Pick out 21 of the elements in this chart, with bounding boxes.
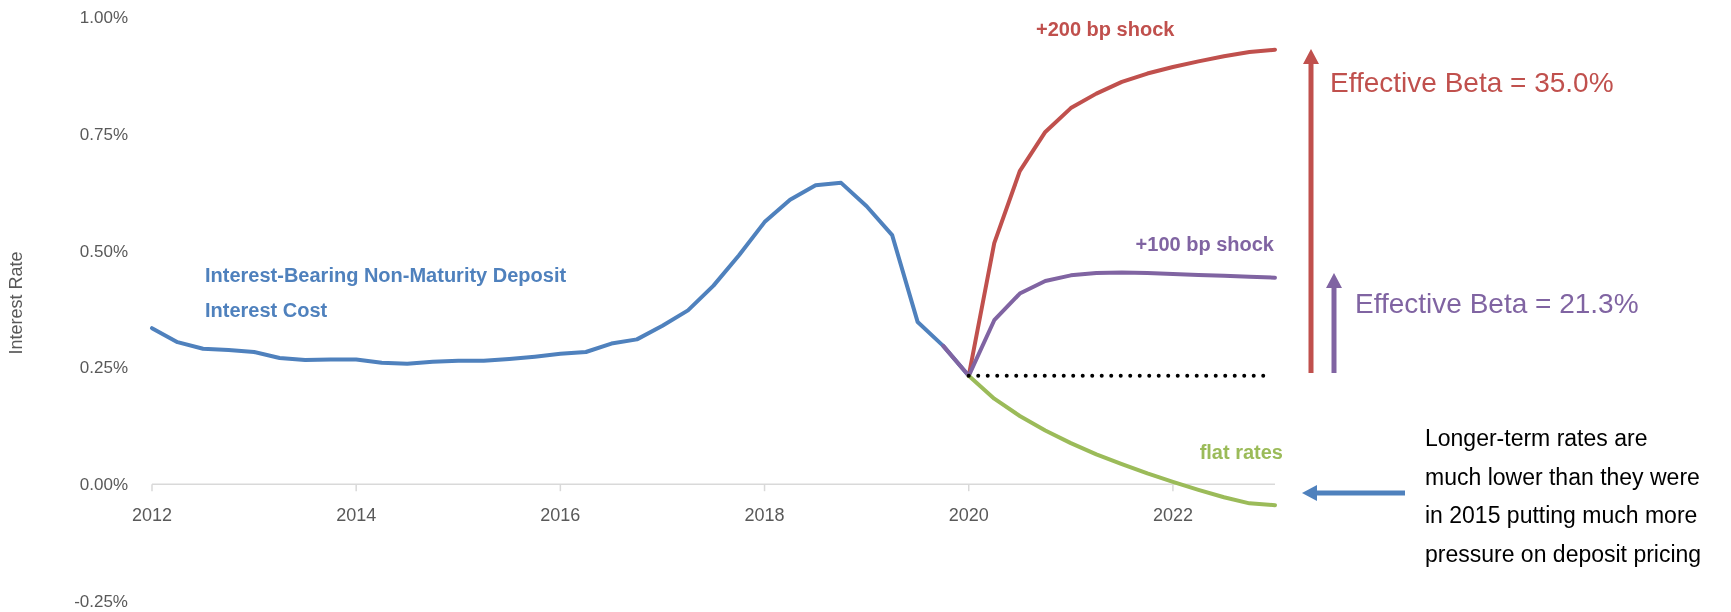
y-tick-label: 0.50% (79, 241, 128, 261)
x-tick-label: 2012 (131, 505, 173, 526)
series-label: flat rates (1199, 441, 1283, 463)
y-tick-label: 0.75% (79, 124, 128, 144)
y-tick-label: -0.25% (74, 591, 128, 611)
text: Effective Beta = 35.0% (1330, 67, 1614, 98)
x-tick-label: 2022 (1152, 505, 1193, 526)
x-tick-label: 2020 (948, 505, 989, 526)
x-tick-label: 2018 (744, 505, 785, 526)
x-tick-label: 2014 (336, 505, 377, 526)
y-axis-title: Interest Rate (6, 251, 26, 355)
y-tick-label: 0.25% (79, 358, 128, 378)
series-label: +100 bp shock (1135, 233, 1275, 255)
x-tick-label: 2016 (540, 505, 581, 526)
series-label: Interest-Bearing Non-Maturity Deposit Interest Cost (205, 264, 567, 321)
series-label: +200 bp shock (1036, 18, 1176, 40)
line-series (941, 270, 1277, 378)
y-tick-label: 1.00% (79, 7, 128, 27)
y-tick-label: 0.00% (79, 475, 128, 495)
text: Effective Beta = 21.3% (1355, 288, 1639, 319)
text: Longer-term rates are much lower than they were in 2015 putting much more pressure on deposit pricing (1425, 425, 1702, 567)
